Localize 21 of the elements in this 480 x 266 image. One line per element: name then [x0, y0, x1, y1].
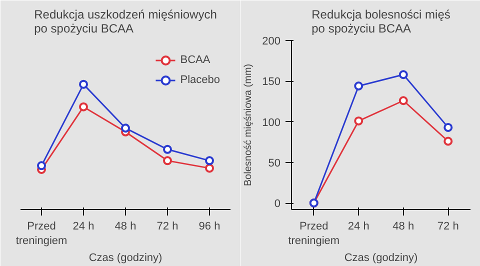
x-tick-label: 72 h: [156, 220, 178, 232]
x-tick-label: 24 h: [348, 220, 370, 232]
x-tick-label: 96 h: [198, 220, 220, 232]
y-tick-label: 150: [262, 76, 281, 88]
chart-title: Redukcja bolesności mięś po spożyciu BCAA: [312, 8, 450, 36]
chart-title: Redukcja uszkodzeń mięśniowych po spożyciu BCAA: [34, 8, 217, 36]
legend-label: Placebo: [180, 73, 220, 87]
x-tick-label: Przed treningiem: [288, 220, 340, 247]
x-tick-label: 72 h: [437, 220, 459, 232]
x-axis-title: Czas (godziny): [88, 252, 162, 264]
y-tick-label: 0: [274, 198, 281, 210]
x-tick-label: 48 h: [114, 220, 136, 232]
y-tick-label: 200: [262, 36, 281, 48]
x-axis-title: Czas (godziny): [344, 252, 418, 264]
legend-label: BCAA: [180, 53, 210, 67]
x-tick-label: 24 h: [72, 220, 94, 232]
y-axis-title: Bolesność mięśniowa (mm): [243, 64, 254, 186]
x-tick-label: Przed treningiem: [16, 220, 68, 247]
y-tick-label: 100: [262, 116, 281, 129]
y-tick-label: 50: [268, 157, 281, 170]
x-tick-label: 48 h: [392, 220, 414, 232]
